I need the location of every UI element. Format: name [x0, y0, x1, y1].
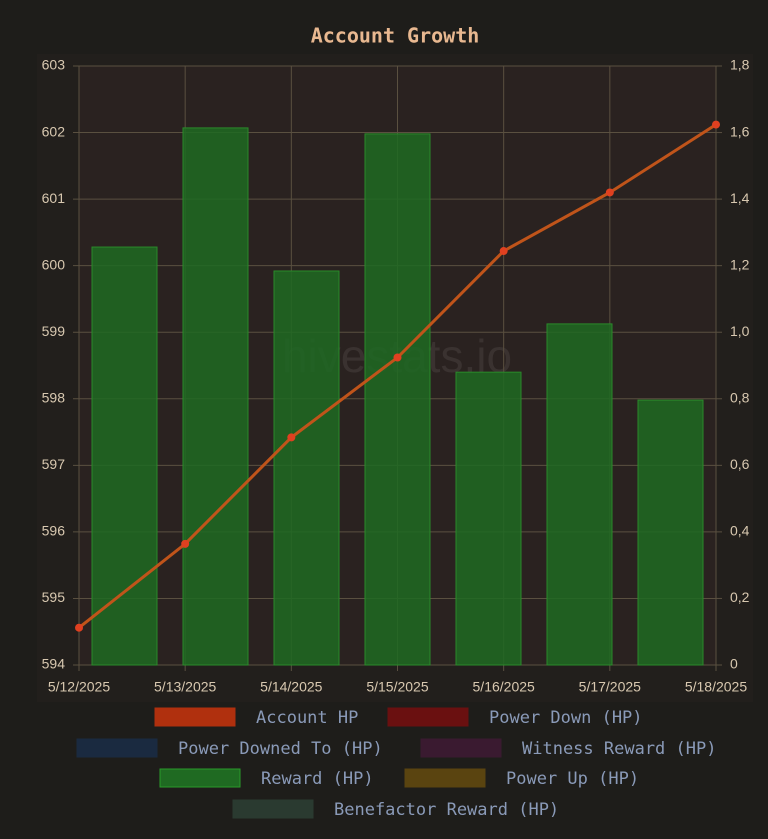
y-tick-label: 596 — [42, 523, 66, 539]
y-tick-label: 598 — [42, 389, 66, 405]
bar — [455, 371, 522, 666]
legend-label: Power Downed To (HP) — [178, 739, 383, 759]
x-tick-label: 5/18/2025 — [685, 679, 747, 695]
point — [181, 539, 190, 548]
y-tick-label: 600 — [42, 256, 66, 272]
y-tick-label: 595 — [42, 589, 66, 605]
bar — [91, 246, 158, 666]
y2-tick-label: 0,2 — [730, 589, 750, 605]
legend-swatch — [154, 707, 236, 727]
y-tick-label: 594 — [42, 656, 66, 672]
y-tick-label: 603 — [42, 57, 66, 73]
y-tick-label: 599 — [42, 323, 66, 339]
bar — [637, 399, 704, 666]
point — [287, 433, 296, 442]
bar — [364, 133, 431, 666]
y-tick-label: 597 — [42, 456, 66, 472]
y2-tick-label: 1,8 — [730, 57, 750, 73]
y2-tick-label: 0,6 — [730, 456, 750, 472]
legend-swatch — [420, 738, 502, 758]
y2-tick-label: 0,4 — [730, 523, 750, 539]
point — [712, 120, 720, 129]
y2-tick-label: 1,0 — [730, 323, 750, 339]
legend-swatch — [404, 768, 486, 788]
x-tick-label: 5/15/2025 — [366, 679, 428, 695]
y2-tick-label: 0 — [730, 656, 738, 672]
legend-label: Power Down (HP) — [489, 708, 643, 728]
bar — [546, 323, 613, 666]
legend-swatch — [387, 707, 469, 727]
y-tick-label: 601 — [42, 190, 66, 206]
point — [605, 188, 614, 197]
legend-swatch — [76, 738, 158, 758]
bar — [182, 127, 249, 666]
point — [75, 623, 83, 632]
legend-label: Reward (HP) — [261, 769, 374, 789]
legend-label: Account HP — [256, 708, 358, 728]
y2-tick-label: 1,6 — [730, 123, 750, 139]
legend-swatch — [232, 799, 314, 819]
y-tick-label: 602 — [42, 123, 66, 139]
point — [393, 353, 402, 362]
x-tick-label: 5/12/2025 — [48, 679, 110, 695]
point — [499, 247, 508, 256]
y2-tick-label: 1,2 — [730, 256, 750, 272]
x-tick-label: 5/14/2025 — [260, 679, 322, 695]
legend-label: Power Up (HP) — [506, 769, 639, 789]
x-tick-label: 5/16/2025 — [473, 679, 535, 695]
y2-tick-label: 0,8 — [730, 389, 750, 405]
x-tick-label: 5/17/2025 — [579, 679, 641, 695]
chart-title: Account Growth — [311, 24, 480, 48]
y2-tick-label: 1,4 — [730, 190, 750, 206]
x-tick-label: 5/13/2025 — [154, 679, 216, 695]
legend-swatch — [159, 768, 241, 788]
legend-label: Benefactor Reward (HP) — [334, 800, 559, 820]
bar — [273, 270, 340, 666]
legend-label: Witness Reward (HP) — [522, 739, 716, 759]
